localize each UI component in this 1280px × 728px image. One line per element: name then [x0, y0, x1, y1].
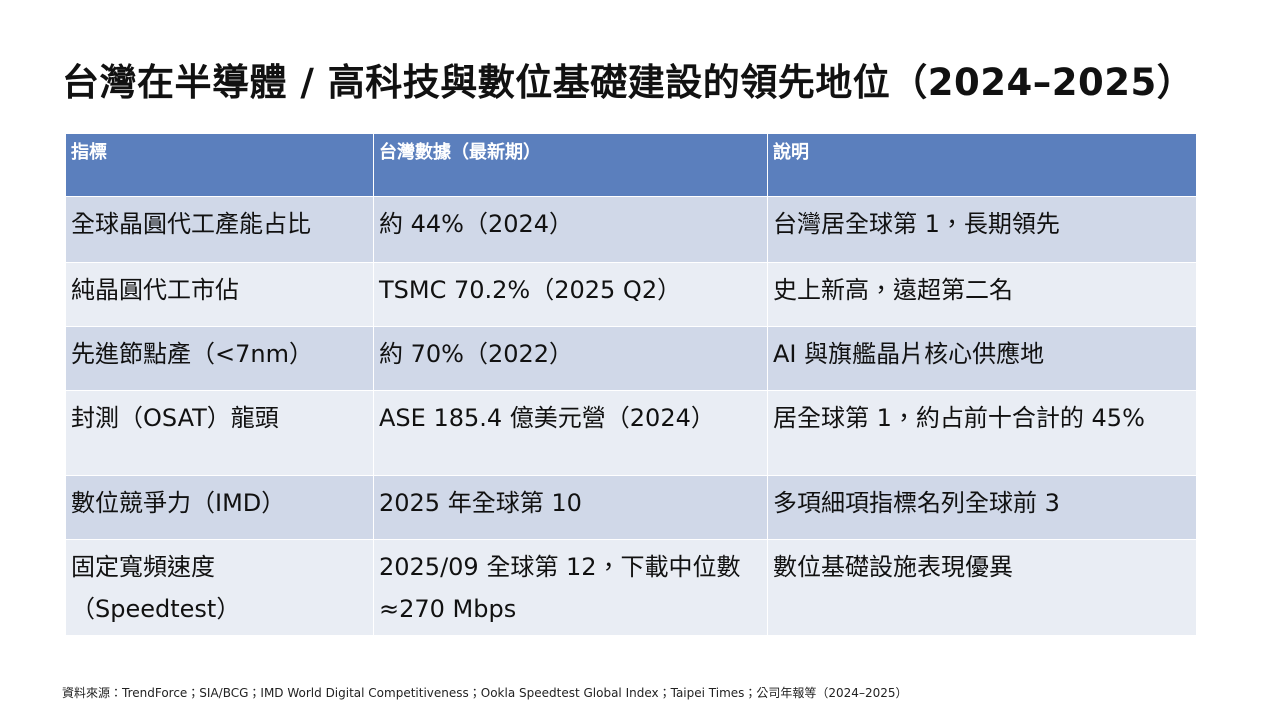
- table-cell: 多項細項指標名列全球前 3: [767, 475, 1197, 540]
- table-cell: 固定寬頻速度（Speedtest）: [65, 539, 374, 636]
- header-row: 指標 台灣數據（最新期） 說明: [65, 133, 1197, 197]
- table-cell: ASE 185.4 億美元營（2024）: [373, 390, 768, 476]
- table-cell: 數位基礎設施表現優異: [767, 539, 1197, 636]
- column-header: 指標: [65, 133, 374, 197]
- table-row: 封測（OSAT）龍頭 ASE 185.4 億美元營（2024） 居全球第 1，約占前…: [65, 390, 1197, 476]
- table-cell: 全球晶圓代工產能占比: [65, 196, 374, 263]
- table-cell: 2025 年全球第 10: [373, 475, 768, 540]
- table-cell: 純晶圓代工市佔: [65, 262, 374, 327]
- slide-title: 台灣在半導體 / 高科技與數位基礎建設的領先地位（2024–2025）: [62, 61, 1195, 104]
- table-row: 固定寬頻速度（Speedtest） 2025/09 全球第 12，下載中位數 ≈2…: [65, 539, 1197, 636]
- table-cell: TSMC 70.2%（2025 Q2）: [373, 262, 768, 327]
- table-cell: 數位競爭力（IMD）: [65, 475, 374, 540]
- table-cell: 居全球第 1，約占前十合計的 45%: [767, 390, 1197, 476]
- table-cell: 約 44%（2024）: [373, 196, 768, 263]
- table-row: 數位競爭力（IMD） 2025 年全球第 10 多項細項指標名列全球前 3: [65, 475, 1197, 540]
- table-cell: 2025/09 全球第 12，下載中位數 ≈270 Mbps: [373, 539, 768, 636]
- table-cell: 史上新高，遠超第二名: [767, 262, 1197, 327]
- table-body: 全球晶圓代工產能占比約 44%（2024） 台灣居全球第 1，長期領先 純晶圓代工市…: [65, 196, 1197, 636]
- table-row: 先進節點產（<7nm）約 70%（2022） AI 與旗艦晶片核心供應地: [65, 326, 1197, 391]
- source-note: 資料來源：TrendForce；SIA/BCG；IMD World Digita…: [62, 686, 908, 700]
- column-header: 說明: [767, 133, 1197, 197]
- table-cell: 先進節點產（<7nm）: [65, 326, 374, 391]
- table-cell: 封測（OSAT）龍頭: [65, 390, 374, 476]
- table-cell: 約 70%（2022）: [373, 326, 768, 391]
- table-cell: AI 與旗艦晶片核心供應地: [767, 326, 1197, 391]
- table-row: 純晶圓代工市佔 TSMC 70.2%（2025 Q2） 史上新高，遠超第二名: [65, 262, 1197, 327]
- table-row: 全球晶圓代工產能占比約 44%（2024） 台灣居全球第 1，長期領先: [65, 196, 1197, 263]
- data-table: 指標 台灣數據（最新期） 說明 全球晶圓代工產能占比約 44%（2024） 台灣居全球…: [65, 133, 1197, 636]
- table-cell: 台灣居全球第 1，長期領先: [767, 196, 1197, 263]
- column-header: 台灣數據（最新期）: [373, 133, 768, 197]
